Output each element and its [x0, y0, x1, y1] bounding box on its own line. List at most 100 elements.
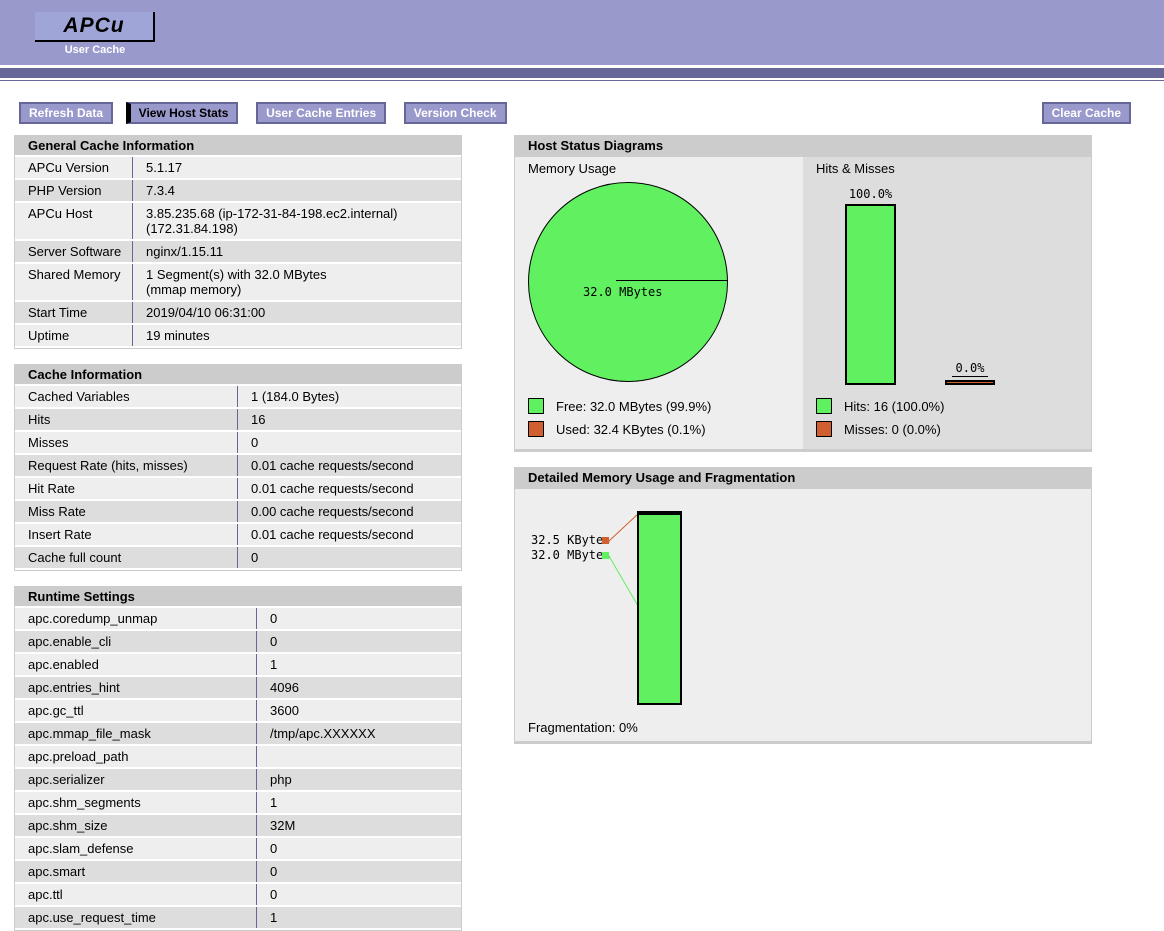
row-label: APCu Version [15, 157, 133, 178]
row-value: 19 minutes [146, 328, 210, 343]
table-row: Cached Variables 1 (184.0 Bytes) [15, 386, 461, 407]
row-label: apc.gc_ttl [15, 700, 257, 721]
chart-title: Memory Usage [528, 161, 617, 176]
table-row: Cache full count 0 [15, 547, 461, 568]
section-title: Host Status Diagrams [515, 136, 1091, 155]
table-row: PHP Version 7.3.4 [15, 180, 461, 201]
cache-info-table: Cached Variables 1 (184.0 Bytes) Hits 16 Mis… [15, 384, 461, 570]
table-row: Shared Memory 1 Segment(s) with 32.0 MByt… [15, 264, 461, 300]
row-label: Misses [15, 432, 238, 453]
pointer-lines [608, 513, 639, 607]
row-label: apc.shm_size [15, 815, 257, 836]
misses-bar-group: 0.0% [945, 180, 995, 385]
hits-misses-legend: Hits: 16 (100.0%) Misses: 0 (0.0%) [816, 398, 1078, 437]
misses-bar [945, 380, 995, 385]
row-value: 1 [270, 657, 278, 672]
row-label: apc.coredump_unmap [15, 608, 257, 629]
row-label: apc.enabled [15, 654, 257, 675]
legend-label: Used: 32.4 KBytes (0.1%) [556, 421, 706, 437]
row-value: 0 [270, 864, 278, 879]
table-row: Start Time 2019/04/10 06:31:00 [15, 302, 461, 323]
table-row: apc.preload_path [15, 746, 461, 767]
general-cache-info-table: APCu Version 5.1.17 PHP Version 7.3.4 APCu H… [15, 155, 461, 348]
row-value: 0 [270, 841, 278, 856]
table-row: apc.use_request_time 1 [15, 907, 461, 928]
legend-label: Free: 32.0 MBytes (99.9%) [556, 398, 712, 414]
table-row: Hits 16 [15, 409, 461, 430]
row-label: apc.enable_cli [15, 631, 257, 652]
table-row: apc.entries_hint 4096 [15, 677, 461, 698]
header-subtitle: User Cache [64, 44, 126, 56]
legend-swatch [528, 421, 544, 437]
hits-misses-bar-chart: 100.0% 0.0% [816, 180, 1078, 385]
legend-swatch [528, 398, 544, 414]
table-row: APCu Version 5.1.17 [15, 157, 461, 178]
row-label: Request Rate (hits, misses) [15, 455, 238, 476]
runtime-settings-table: apc.coredump_unmap 0 apc.enable_cli 0 apc.en… [15, 606, 461, 930]
table-row: apc.coredump_unmap 0 [15, 608, 461, 629]
bar-value-label: 0.0% [931, 362, 1009, 377]
used-swatch [602, 537, 609, 544]
row-value: 0.01 cache requests/second [251, 527, 414, 542]
table-row: APCu Host 3.85.235.68 (ip-172-31-84-198.e… [15, 203, 461, 239]
free-block-label: 32.0 MBytes [531, 548, 611, 562]
pie-slice-free [528, 182, 728, 382]
legend-swatch [816, 398, 832, 414]
row-value: 16 [251, 412, 266, 427]
section-title: Detailed Memory Usage and Fragmentation [515, 468, 1091, 487]
row-value: 0.01 cache requests/second [251, 458, 414, 473]
menu-item-refresh-data[interactable]: Refresh Data [19, 102, 114, 124]
row-label: Start Time [15, 302, 133, 323]
row-value: php [270, 772, 292, 787]
legend-item: Hits: 16 (100.0%) [816, 398, 1078, 414]
table-row: Uptime 19 minutes [15, 325, 461, 346]
section-cache-information: Cache Information Cached Variables 1 (184… [14, 364, 462, 571]
menu-item-view-host-stats[interactable]: View Host Stats [125, 102, 239, 124]
table-row: apc.mmap_file_mask/tmp/apc.XXXXXX [15, 723, 461, 744]
row-value: 2019/04/10 06:31:00 [146, 305, 266, 320]
row-label: apc.slam_defense [15, 838, 257, 859]
legend-item: Used: 32.4 KBytes (0.1%) [528, 421, 790, 437]
section-host-status-diagrams: Host Status Diagrams Memory Usage 32.0 M… [514, 135, 1092, 452]
row-value: 0.00 cache requests/second [251, 504, 414, 519]
menu-item-user-cache-entries[interactable]: User Cache Entries [256, 102, 387, 124]
section-runtime-settings: Runtime Settings apc.coredump_unmap 0 apc.… [14, 586, 462, 931]
row-label: Insert Rate [15, 524, 238, 545]
used-block-label: 32.5 KBytes [531, 533, 611, 547]
row-value: 7.3.4 [146, 183, 175, 198]
table-row: apc.ttl 0 [15, 884, 461, 905]
menu-item-version-check[interactable]: Version Check [403, 102, 507, 124]
bar-value-label: 100.0% [848, 187, 893, 201]
memory-usage-legend: Free: 32.0 MBytes (99.9%) Used: 32.4 KByt… [528, 398, 790, 437]
left-column: General Cache Information APCu Version 5.… [14, 135, 462, 931]
chart-title: Hits & Misses [816, 161, 895, 176]
row-value: 1 (184.0 Bytes) [251, 389, 340, 404]
memory-usage-panel: Memory Usage 32.0 MBytes Free: 32.0 MByt… [515, 157, 803, 449]
app-logo: APCu [35, 12, 155, 42]
table-row: Request Rate (hits, misses) 0.01 cache re… [15, 455, 461, 476]
menu: Refresh Data View Host Stats User Cache … [14, 102, 516, 124]
table-row: apc.smart 0 [15, 861, 461, 882]
row-value: 0.01 cache requests/second [251, 481, 414, 496]
clear-cache-button[interactable]: Clear Cache [1041, 102, 1131, 124]
fragmentation-chart: 32.5 KBytes 32.0 MBytes [525, 494, 1078, 714]
row-value: 0 [270, 634, 278, 649]
hits-misses-panel: Hits & Misses 100.0% 0.0% Hits: 16 ( [803, 157, 1091, 449]
table-row: apc.enabled 1 [15, 654, 461, 675]
row-value: 3600 [270, 703, 299, 718]
row-value: /tmp/apc.XXXXXX [270, 726, 376, 741]
row-label: apc.preload_path [15, 746, 257, 767]
row-label: apc.serializer [15, 769, 257, 790]
row-label: apc.use_request_time [15, 907, 257, 928]
row-label: Uptime [15, 325, 133, 346]
row-value: 1 [270, 910, 278, 925]
row-value: 32M [270, 818, 296, 833]
row-value: 0 [270, 611, 278, 626]
row-label: apc.shm_segments [15, 792, 257, 813]
row-value: 5.1.17 [146, 160, 183, 175]
legend-swatch [816, 421, 832, 437]
row-label: apc.entries_hint [15, 677, 257, 698]
hits-bar [845, 204, 896, 385]
header-divider-line [0, 80, 1164, 81]
row-label: apc.ttl [15, 884, 257, 905]
